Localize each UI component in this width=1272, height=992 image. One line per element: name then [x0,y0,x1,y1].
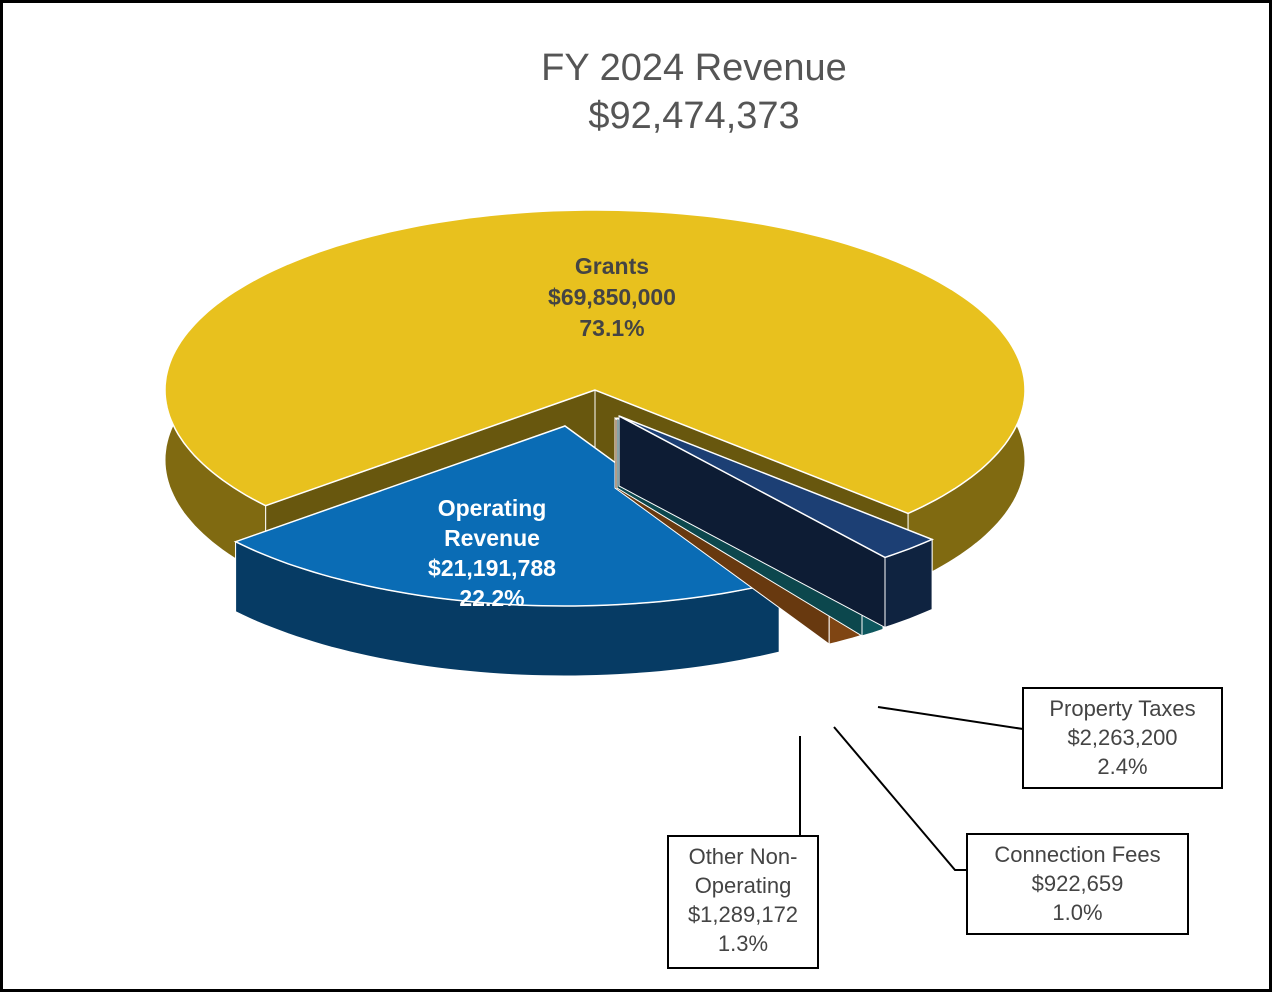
chart-subtitle: $92,474,373 [588,95,799,137]
percent-label: 1.0% [1052,900,1102,925]
category-label: Connection Fees [994,842,1160,867]
pie-slice [618,415,935,629]
percent-label: 22.2% [459,585,524,611]
value-label: $69,850,000 [548,284,676,310]
slice-top [233,425,781,607]
category-label: Other Non-Operating [689,844,798,898]
value-label: $922,659 [1032,871,1124,896]
slice-top [618,415,935,559]
leader-line [833,726,967,871]
category-label: Grants [575,253,649,279]
value-label: $2,263,200 [1067,725,1177,750]
chart-title: FY 2024 Revenue [541,47,847,89]
callout-box [667,835,819,969]
callout-box [1022,687,1223,789]
value-label: $1,289,172 [688,902,798,927]
percent-label: 2.4% [1097,754,1147,779]
percent-label: 1.3% [718,931,768,956]
percent-label: 73.1% [579,315,644,341]
callout-box [966,833,1189,935]
value-label: $21,191,788 [428,555,556,581]
category-label: Operating Revenue [438,495,547,551]
leader-line [877,706,1024,730]
slice-top [164,209,1026,515]
category-label: Property Taxes [1049,696,1195,721]
